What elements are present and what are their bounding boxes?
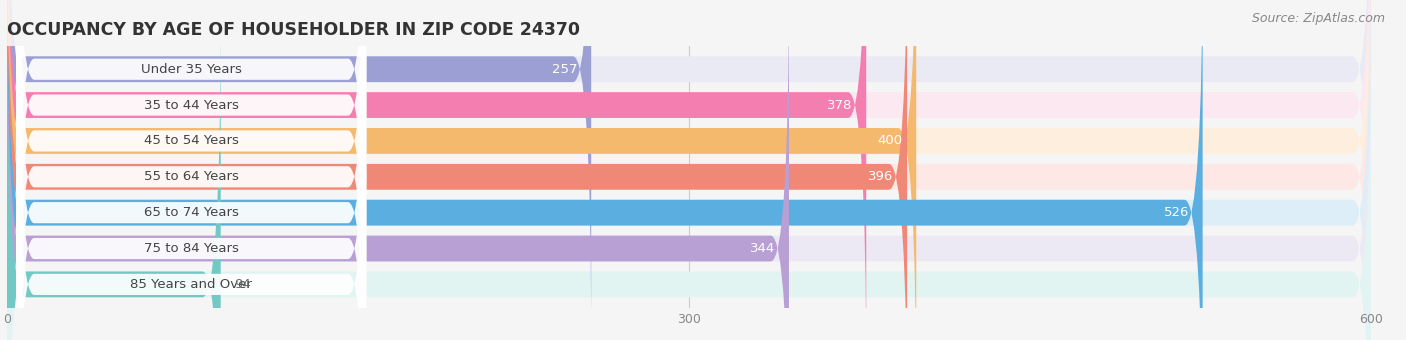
FancyBboxPatch shape [15, 0, 366, 340]
Text: 378: 378 [827, 99, 852, 112]
Text: 94: 94 [235, 278, 252, 291]
FancyBboxPatch shape [7, 0, 1371, 340]
FancyBboxPatch shape [7, 0, 866, 340]
Text: 45 to 54 Years: 45 to 54 Years [143, 134, 239, 148]
Text: 85 Years and Over: 85 Years and Over [131, 278, 252, 291]
Text: Under 35 Years: Under 35 Years [141, 63, 242, 76]
FancyBboxPatch shape [15, 0, 366, 340]
FancyBboxPatch shape [7, 0, 1371, 340]
FancyBboxPatch shape [7, 0, 1202, 340]
Text: 75 to 84 Years: 75 to 84 Years [143, 242, 239, 255]
FancyBboxPatch shape [15, 0, 366, 340]
Text: 257: 257 [553, 63, 578, 76]
FancyBboxPatch shape [7, 0, 789, 340]
FancyBboxPatch shape [7, 0, 1371, 340]
Text: 396: 396 [869, 170, 894, 183]
FancyBboxPatch shape [15, 0, 366, 340]
FancyBboxPatch shape [7, 0, 1371, 340]
Text: 344: 344 [749, 242, 775, 255]
FancyBboxPatch shape [15, 0, 366, 340]
FancyBboxPatch shape [15, 8, 366, 340]
Text: 400: 400 [877, 134, 903, 148]
Text: 35 to 44 Years: 35 to 44 Years [143, 99, 239, 112]
Text: 65 to 74 Years: 65 to 74 Years [143, 206, 239, 219]
FancyBboxPatch shape [7, 11, 221, 340]
FancyBboxPatch shape [7, 0, 591, 340]
FancyBboxPatch shape [7, 0, 907, 340]
FancyBboxPatch shape [7, 11, 1371, 340]
FancyBboxPatch shape [7, 0, 1371, 340]
Text: 526: 526 [1164, 206, 1189, 219]
FancyBboxPatch shape [7, 0, 917, 340]
FancyBboxPatch shape [15, 0, 366, 340]
Text: OCCUPANCY BY AGE OF HOUSEHOLDER IN ZIP CODE 24370: OCCUPANCY BY AGE OF HOUSEHOLDER IN ZIP C… [7, 21, 581, 39]
Text: Source: ZipAtlas.com: Source: ZipAtlas.com [1251, 12, 1385, 25]
FancyBboxPatch shape [7, 0, 1371, 340]
Text: 55 to 64 Years: 55 to 64 Years [143, 170, 239, 183]
